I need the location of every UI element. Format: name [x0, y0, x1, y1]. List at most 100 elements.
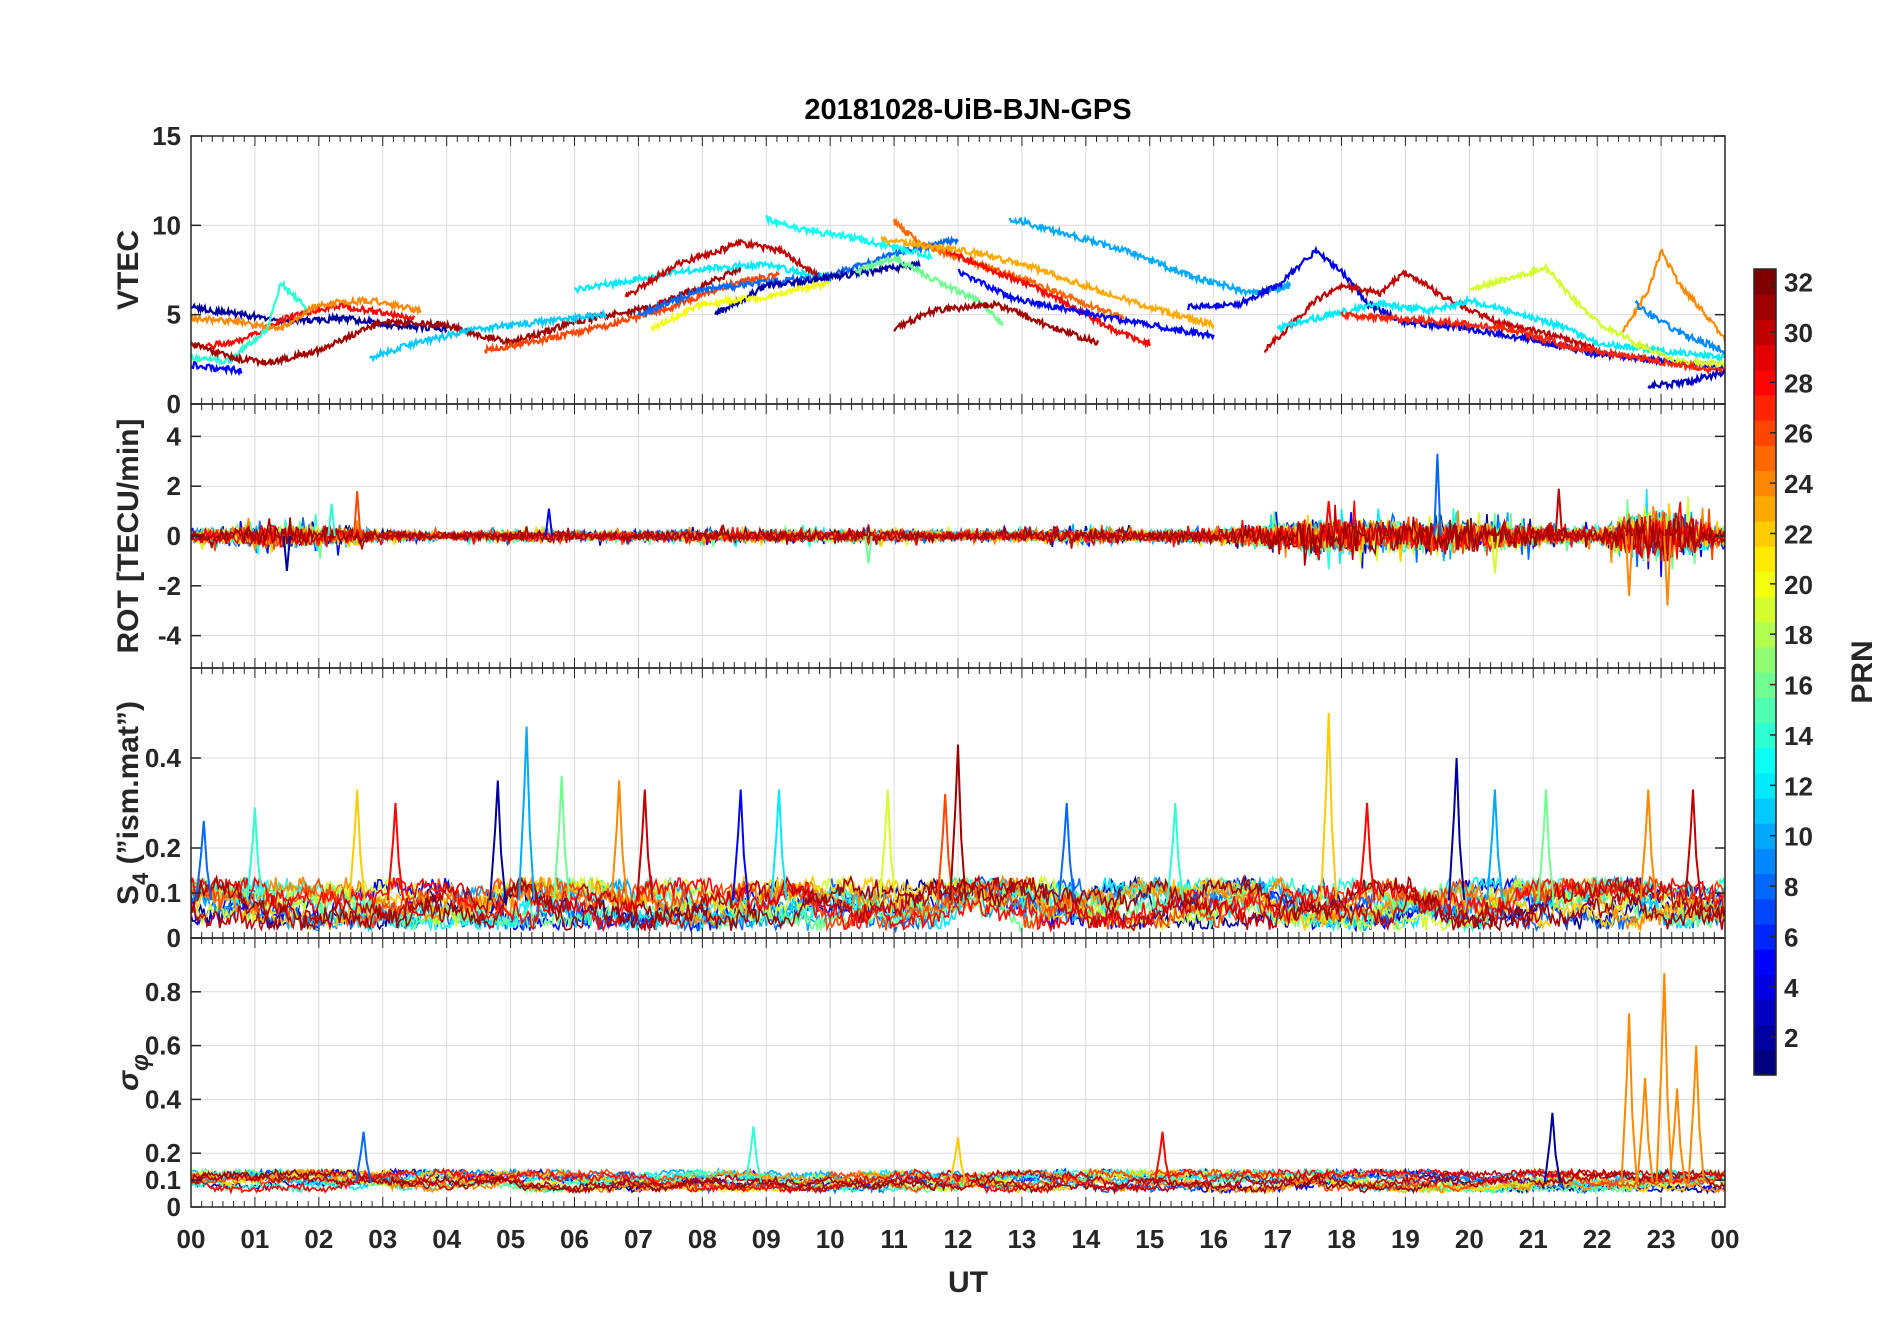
- s4-peak: [1537, 789, 1555, 901]
- s4-peak: [1639, 789, 1657, 901]
- sigma_phi-peak: [949, 1136, 967, 1183]
- x-axis: 00 01 02 03 04 05 06 07 08 09 10 11 12 13 14 15 16 17 18 19…: [177, 1224, 1740, 1254]
- x-tick-label: 12: [944, 1224, 973, 1254]
- vtec-series-prn-3: [1647, 368, 1725, 391]
- colorbar-swatch: [1754, 546, 1776, 572]
- y-tick-label: 2: [167, 471, 181, 501]
- colorbar-swatch: [1754, 596, 1776, 623]
- colorbar-swatch: [1754, 772, 1776, 799]
- vtec-series-prn-20: [650, 279, 831, 333]
- s4-peak: [386, 802, 405, 901]
- sigma_phi-series: [191, 1167, 1725, 1194]
- y-axis-label-vtec: VTEC: [112, 230, 145, 310]
- s4-peak: [517, 726, 536, 901]
- colorbar-swatch: [1754, 495, 1776, 522]
- vtec-series-prn-30: [624, 237, 819, 299]
- colorbar-tick-label: 30: [1784, 318, 1813, 348]
- rot-peak: [1624, 535, 1634, 596]
- vtec-series-prn-24: [191, 295, 422, 333]
- vtec-series-prn-14: [191, 279, 308, 367]
- x-tick-label: 15: [1135, 1224, 1164, 1254]
- s4-peak: [553, 775, 571, 901]
- y-tick-label: 0.1: [145, 878, 181, 908]
- x-tick-label: 17: [1263, 1224, 1292, 1254]
- vtec-series-prn-31: [191, 265, 742, 368]
- x-tick-label: 07: [624, 1224, 653, 1254]
- s4-peak: [879, 789, 897, 901]
- s4-peak: [1684, 789, 1702, 901]
- x-tick-label: 02: [304, 1224, 333, 1254]
- vtec-series-prn-12: [574, 259, 832, 295]
- panel-s4-traces: [191, 712, 1725, 934]
- sigma_phi-peak: [744, 1126, 763, 1183]
- colorbar-swatch: [1754, 621, 1776, 648]
- x-tick-label: 08: [688, 1224, 717, 1254]
- rot-peak: [544, 508, 554, 537]
- s4-peak: [1486, 789, 1504, 901]
- s4-peak: [348, 789, 366, 901]
- y-tick-label: 0.8: [145, 977, 181, 1007]
- colorbar-swatch: [1754, 1024, 1776, 1051]
- sigma_phi-peak: [1687, 1045, 1705, 1183]
- vtec-series-prn-25: [893, 217, 1125, 323]
- colorbar-tick-label: 8: [1784, 872, 1798, 902]
- s4-peak: [195, 820, 213, 901]
- colorbar-swatch: [1754, 797, 1776, 824]
- y-tick-label: -4: [158, 621, 182, 651]
- colorbar-tick-label: 10: [1784, 822, 1813, 852]
- chart-title: 20181028-UiB-BJN-GPS: [804, 94, 1131, 126]
- vtec-series-prn-30: [1263, 269, 1599, 355]
- x-tick-label: 11: [880, 1224, 908, 1254]
- x-tick-label: 21: [1519, 1224, 1548, 1254]
- x-tick-label: 04: [432, 1224, 461, 1254]
- vtec-series-prn-2: [714, 259, 921, 317]
- s4-peak: [1166, 802, 1184, 901]
- sigma_phi-peak: [1636, 1077, 1654, 1183]
- colorbar-tick-label: 12: [1784, 771, 1813, 801]
- colorbar-swatch: [1754, 294, 1776, 320]
- colorbar-tick-label: 26: [1784, 419, 1813, 449]
- colorbar-swatch: [1754, 949, 1776, 975]
- panel-s4: 0 0.1 0.2 0.4S4 (”ism.mat”): [112, 667, 1726, 953]
- colorbar-tick-label: 20: [1784, 570, 1813, 600]
- colorbar-tick-label: 6: [1784, 922, 1798, 952]
- colorbar-swatch: [1754, 319, 1776, 346]
- vtec-series-prn-19: [1469, 262, 1725, 371]
- y-tick-label: 0: [167, 1192, 181, 1222]
- vtec-series-prn-31: [893, 299, 1100, 346]
- colorbar-tick-label: 24: [1784, 469, 1813, 499]
- y-tick-label: 0: [167, 923, 181, 953]
- colorbar-tick-label: 32: [1784, 268, 1813, 298]
- vtec-series-prn-28: [944, 247, 1151, 349]
- s4-peak: [610, 780, 628, 901]
- colorbar-tick-label: 14: [1784, 721, 1813, 751]
- x-tick-label: 22: [1583, 1224, 1612, 1254]
- rot-peak: [1554, 488, 1563, 537]
- y-tick-label: 15: [152, 121, 181, 151]
- vtec-series-prn-24: [1621, 248, 1725, 343]
- y-axis-label-s4: S4 (”ism.mat”): [112, 701, 153, 905]
- colorbar-tick-label: 28: [1784, 368, 1813, 398]
- colorbar-swatch: [1754, 873, 1776, 900]
- vtec-series-prn-27: [1340, 311, 1725, 376]
- y-tick-label: 0.2: [145, 833, 181, 863]
- vtec-series-prn-23: [880, 235, 1215, 330]
- s4-peak: [949, 744, 967, 901]
- rot-peak: [864, 535, 873, 564]
- colorbar-swatch: [1754, 394, 1776, 421]
- x-tick-label: 14: [1071, 1224, 1100, 1254]
- sigma_phi-peak: [1153, 1131, 1172, 1183]
- colorbar-swatch: [1754, 470, 1776, 497]
- x-tick-label: 20: [1455, 1224, 1484, 1254]
- y-axis-label-rot: ROT [TECU/min]: [112, 419, 145, 654]
- colorbar-swatch: [1754, 520, 1776, 547]
- rot-series: [191, 516, 1725, 566]
- y-tick-label: 0.6: [145, 1031, 181, 1061]
- colorbar-swatch: [1754, 571, 1776, 598]
- y-tick-label: 5: [167, 300, 181, 330]
- s4-peak: [489, 780, 507, 901]
- sigma_phi-peak: [1655, 972, 1673, 1183]
- colorbar-swatch: [1754, 445, 1776, 472]
